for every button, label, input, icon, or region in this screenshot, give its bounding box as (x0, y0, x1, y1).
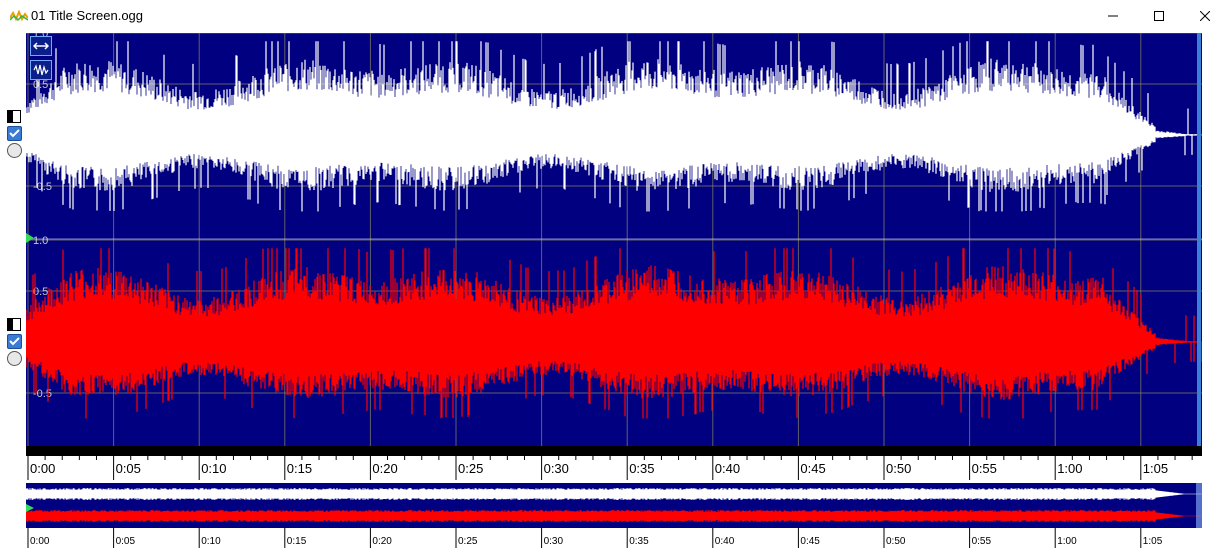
waveform-view[interactable]: 1.00.50.0-0.51.00.50.0-0.5 (26, 33, 1202, 446)
overview-time-label: 0:25 (458, 536, 478, 547)
overview-playhead (26, 504, 34, 512)
time-axis-canvas: 0:00 0:05 0:10 0:15 0:20 0:25 0:30 0:35 0:40 0:45… (27, 456, 1227, 480)
overview-time-axis: 0:00 0:05 0:10 0:15 0:20 0:25 0:30 0:35 0:40 0:45… (26, 528, 1227, 548)
minimize-button[interactable] (1090, 0, 1136, 31)
overview-time-label: 0:00 (30, 536, 50, 547)
time-label: 0:05 (116, 461, 141, 476)
check-icon (9, 129, 20, 138)
time-label: 0:55 (972, 461, 997, 476)
channel-checkbox-left[interactable] (7, 126, 22, 141)
overview-time-label: 0:35 (629, 536, 649, 547)
time-label: 0:15 (287, 461, 312, 476)
right-channel-waveform (26, 248, 1202, 419)
overview-time-label: 0:55 (972, 536, 992, 547)
channel-checkbox-right[interactable] (7, 334, 22, 349)
channel-select-right[interactable] (7, 318, 21, 331)
overview-time-label: 0:15 (287, 536, 307, 547)
time-label: 0:00 (30, 461, 55, 476)
overview-time-label: 0:05 (116, 536, 136, 547)
time-label: 0:40 (715, 461, 740, 476)
time-label: 0:30 (544, 461, 569, 476)
right-channel-controls (7, 318, 25, 366)
left-channel-controls (7, 110, 25, 158)
time-axis[interactable]: 0:00 0:05 0:10 0:15 0:20 0:25 0:30 0:35 0:40 0:45… (26, 456, 1227, 480)
overview-left-waveform (26, 488, 1202, 500)
overview-time-label: 1:05 (1143, 536, 1163, 547)
time-label: 0:20 (372, 461, 397, 476)
time-label: 0:10 (201, 461, 226, 476)
zoom-vertical-icon[interactable] (30, 60, 52, 80)
overview-waveform[interactable] (26, 483, 1202, 528)
time-label: 0:45 (800, 461, 825, 476)
overview-time-axis-canvas: 0:00 0:05 0:10 0:15 0:20 0:25 0:30 0:35 0:40 0:45… (27, 528, 1227, 548)
overview-time-label: 1:00 (1057, 536, 1077, 547)
time-label: 0:35 (629, 461, 654, 476)
left-channel-waveform (26, 41, 1202, 212)
overview-time-label: 0:50 (886, 536, 906, 547)
title-bar: 01 Title Screen.ogg (0, 0, 1228, 31)
close-button[interactable] (1182, 0, 1228, 31)
waveform-icon (9, 9, 29, 22)
y-tick-label: 0.5 (33, 286, 48, 298)
y-tick-label: 1.0 (33, 235, 48, 247)
channel-radio-left[interactable] (7, 143, 22, 158)
overview-right-waveform (26, 510, 1202, 522)
maximize-button[interactable] (1136, 0, 1182, 31)
check-icon (9, 337, 20, 346)
overview-viewport-edge (1196, 483, 1202, 528)
time-label: 0:50 (886, 461, 911, 476)
playhead-marker (26, 233, 34, 243)
overview-canvas[interactable] (26, 483, 1202, 528)
right-scroll-edge[interactable] (1197, 33, 1201, 446)
time-ruler-bar (26, 446, 1202, 456)
time-label: 1:05 (1143, 461, 1168, 476)
zoom-horizontal-icon[interactable] (30, 36, 52, 56)
window-title: 01 Title Screen.ogg (31, 8, 144, 23)
overview-time-label: 0:40 (715, 536, 735, 547)
minimize-icon (1108, 15, 1118, 16)
y-tick-label: -0.5 (33, 388, 52, 400)
overview-time-label: 0:10 (201, 536, 221, 547)
channel-radio-right[interactable] (7, 351, 22, 366)
overview-time-label: 0:45 (800, 536, 820, 547)
waveform-canvas[interactable]: 1.00.50.0-0.51.00.50.0-0.5 (26, 33, 1202, 446)
time-label: 0:25 (458, 461, 483, 476)
overview-time-label: 0:20 (372, 536, 392, 547)
close-icon (1200, 10, 1210, 21)
channel-select-left[interactable] (7, 110, 21, 123)
maximize-icon (1154, 10, 1164, 21)
y-tick-label: 0.5 (33, 79, 48, 91)
time-label: 1:00 (1057, 461, 1082, 476)
overview-time-label: 0:30 (544, 536, 564, 547)
